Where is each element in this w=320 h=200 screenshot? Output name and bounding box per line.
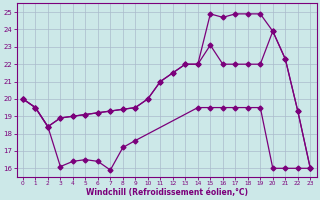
X-axis label: Windchill (Refroidissement éolien,°C): Windchill (Refroidissement éolien,°C) (85, 188, 248, 197)
